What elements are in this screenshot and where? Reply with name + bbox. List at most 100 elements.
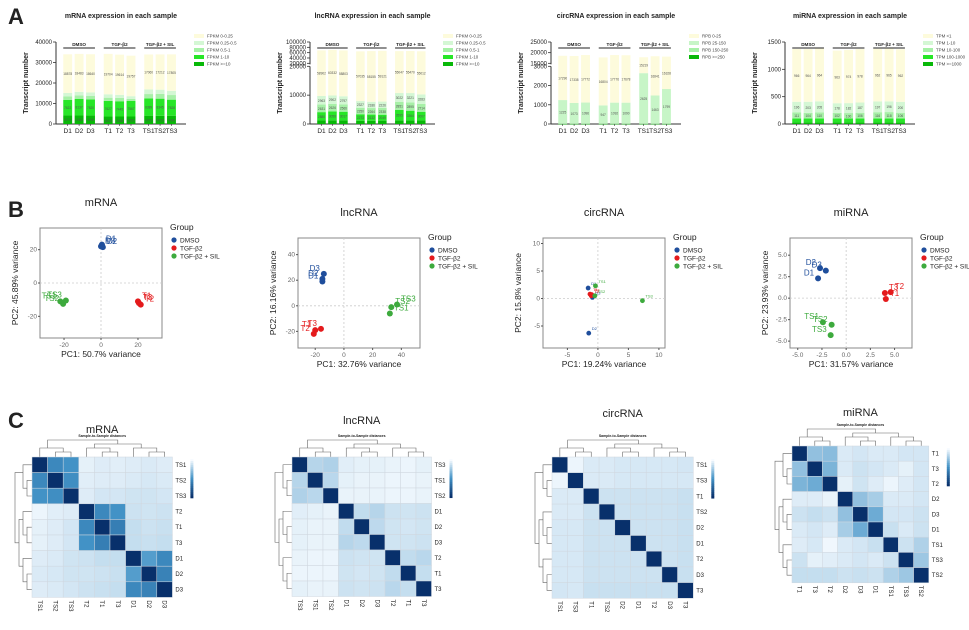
y-tick-label: 5.0: [778, 252, 787, 259]
chart-title: circRNA: [584, 207, 625, 219]
x-tick-label: TS3: [166, 128, 178, 135]
heatmap-cell: [63, 551, 79, 567]
color-scale-step: [711, 471, 714, 473]
point-label: D3: [105, 236, 116, 245]
heatmap-cell: [354, 519, 370, 535]
bar-value-label: 102: [835, 114, 841, 118]
heatmap-cell: [792, 522, 807, 537]
bar-value-label: 3283: [418, 98, 425, 102]
col-label: T2: [83, 600, 89, 608]
x-tick-label: T3: [379, 128, 387, 135]
legend-swatch: [443, 55, 453, 59]
bar-value-label: 947: [601, 113, 607, 117]
legend-marker: [429, 247, 434, 252]
row-label: D3: [435, 540, 443, 546]
heatmap-cell: [599, 520, 615, 536]
color-scale-step: [450, 475, 453, 477]
heatmap-cell: [898, 552, 913, 567]
heatmap-cell: [615, 551, 631, 567]
heatmap-cell: [898, 461, 913, 476]
x-tick-label: 20: [369, 352, 377, 359]
bar-value-label: 203: [805, 106, 811, 110]
heatmap-cell: [792, 537, 807, 552]
heatmap-cell: [32, 488, 48, 504]
bar-segment: [328, 120, 337, 124]
bar-value-label: 2566: [340, 107, 347, 111]
heatmap-cell: [94, 582, 110, 598]
group-label: TGF-β2: [363, 42, 380, 47]
heatmap-cell: [599, 551, 615, 567]
color-scale-step: [450, 484, 453, 486]
heatmap-cell: [126, 551, 142, 567]
group-label: TGF-β2 + SIL: [641, 42, 670, 47]
x-tick-label: D3: [815, 128, 824, 135]
legend-swatch: [689, 34, 699, 38]
heatmap-cell: [568, 536, 584, 552]
y-tick-label: 0: [33, 280, 37, 287]
row-label: D2: [175, 572, 183, 578]
heatmap-cell: [792, 476, 807, 491]
col-label: D1: [342, 600, 348, 608]
legend-marker: [171, 237, 176, 242]
heatmap-cell: [339, 535, 355, 551]
heatmap-cell: [662, 551, 678, 567]
bar-value-label: 1090: [622, 112, 629, 116]
bar-value-label: 3022: [396, 96, 403, 100]
row-label: D1: [932, 528, 940, 534]
heatmap-cell: [646, 488, 662, 504]
heatmap-cell: [646, 504, 662, 520]
x-tick-label: -5.0: [792, 352, 804, 359]
legend-swatch: [923, 55, 933, 59]
bar-segment: [815, 122, 824, 124]
bar-value-label: 1073: [571, 112, 578, 116]
heatmap-cell: [662, 473, 678, 489]
color-scale-step: [711, 492, 714, 494]
bar-value-label: 966: [794, 74, 800, 78]
bar-value-label: 55047: [395, 71, 404, 75]
row-label: TS1: [696, 463, 708, 469]
bar-value-label: 8389: [145, 106, 152, 110]
heatmap-cell: [126, 566, 142, 582]
x-axis-label: PC1: 32.76% variance: [317, 359, 402, 369]
point-label: TS3: [645, 294, 653, 299]
y-axis-label: Transcript number: [277, 52, 284, 114]
heatmap-cell: [385, 519, 401, 535]
heatmap-cell: [157, 504, 173, 520]
heatmap-cell: [385, 550, 401, 566]
legend-label: TPM >=1000: [936, 62, 962, 67]
heatmap-cell: [157, 457, 173, 473]
x-tick-label: TS3: [895, 128, 907, 135]
heatmap-cell: [631, 567, 647, 583]
heatmap-cell: [126, 582, 142, 598]
heatmap-cell: [898, 507, 913, 522]
bar-value-label: 3221: [407, 96, 414, 100]
heatmap-cell: [48, 582, 64, 598]
bar-value-label: 182: [846, 107, 852, 111]
heatmap-cell: [599, 473, 615, 489]
heatmap-cell: [94, 551, 110, 567]
heatmap-cell: [853, 492, 868, 507]
col-label: D1: [634, 601, 640, 609]
heatmap-cell: [552, 504, 568, 520]
color-scale-step: [947, 458, 950, 460]
heatmap-cell: [552, 457, 568, 473]
heatmap-cell: [63, 473, 79, 489]
heatmap-cell: [157, 519, 173, 535]
top-dendrogram: [800, 429, 922, 446]
bar-value-label: 16804: [599, 80, 608, 84]
bar-value-label: 1225: [559, 110, 566, 114]
heatmap-cell: [323, 581, 339, 597]
color-scale-step: [947, 456, 950, 458]
x-tick-label: -20: [59, 342, 69, 349]
y-axis-label: PC2: 15.8% variance: [513, 253, 523, 333]
heatmap-cell: [807, 476, 822, 491]
color-scale-step: [190, 475, 193, 477]
chart-title: lncRNA: [343, 415, 381, 427]
color-scale-step: [711, 475, 714, 477]
bar-segment: [86, 92, 95, 96]
bar-value-label: 1463: [652, 108, 659, 112]
heatmap-cell: [853, 568, 868, 583]
legend-label: FPKM 1-10: [207, 55, 230, 60]
bar-value-label: 2327: [357, 103, 364, 107]
bar-value-label: 59121: [378, 75, 387, 79]
